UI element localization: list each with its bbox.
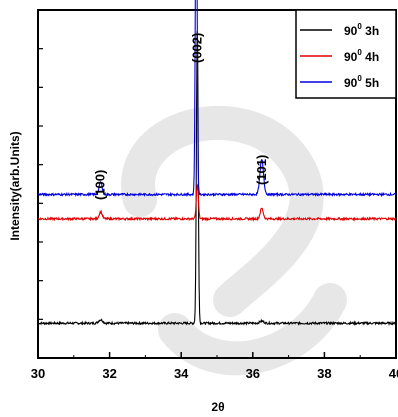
series-layer: [37, 0, 397, 327]
legend-label-4h: 900 4h: [344, 48, 379, 64]
series-line-4h: [37, 183, 397, 222]
watermark: [121, 106, 347, 376]
x-tick-label: 30: [31, 366, 45, 381]
series-line-3h: [37, 31, 397, 327]
x-tick-label: 38: [317, 366, 331, 381]
x-axis-ticks: 30 32 34 36 38 40: [31, 352, 398, 381]
legend-box: [295, 9, 397, 99]
legend-label-3h: 900 3h: [344, 22, 379, 38]
x-axis-label: 2θ: [211, 400, 224, 414]
peak-label: (002): [189, 33, 204, 63]
x-tick-label: 34: [174, 366, 189, 381]
x-tick-label: 40: [389, 366, 398, 381]
peak-label: (101): [254, 155, 269, 185]
y-axis-label: Intensity(arb.Units): [8, 131, 22, 240]
peak-label: (100): [93, 170, 108, 200]
y-axis-ticks: [38, 48, 43, 320]
legend-label-5h: 900 5h: [344, 74, 379, 90]
peak-annotations: (100) (002) (101): [93, 33, 269, 200]
series-line-5h: [37, 0, 397, 198]
legend: 900 3h 900 4h 900 5h: [295, 9, 397, 99]
x-tick-label: 32: [102, 366, 116, 381]
x-tick-label: 36: [246, 366, 260, 381]
